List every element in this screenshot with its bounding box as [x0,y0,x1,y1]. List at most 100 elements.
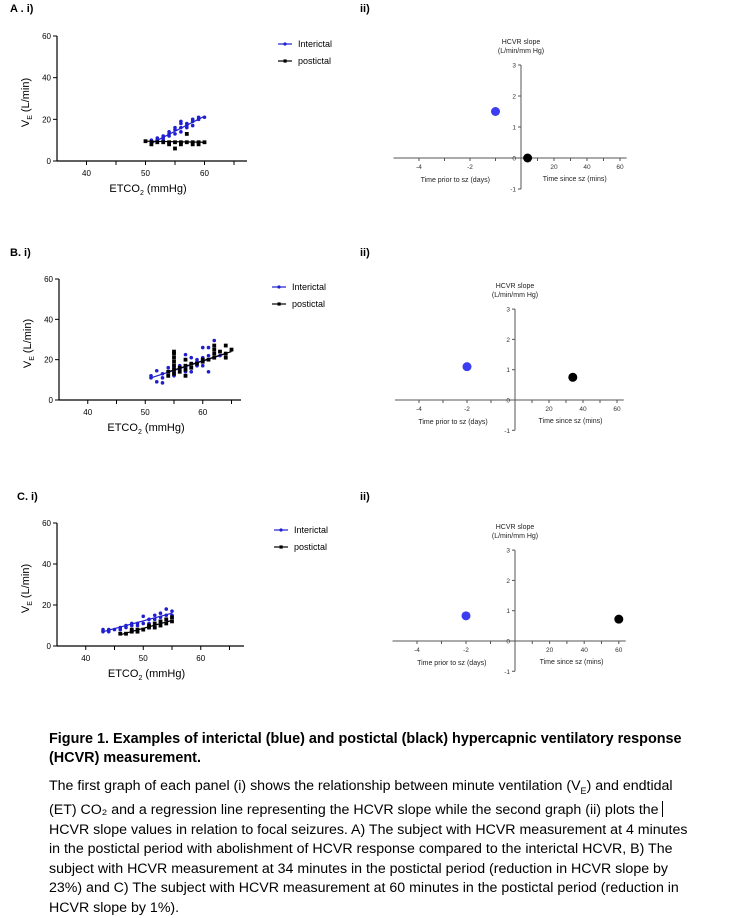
chart-title-unit: (L/min/mm Hg) [492,292,538,299]
postictal-point [190,140,195,145]
interictal-point [190,123,195,128]
postictal-point [172,351,176,356]
interictal-point [124,623,128,628]
caption-title: Figure 1. Examples of interictal (blue) … [49,730,729,768]
x-tick-label: 50 [139,654,148,663]
x-axis-label: ETCO2 (mmHg) [109,183,186,197]
postictal-point [172,349,176,354]
chart-title: HCVR slope [496,283,535,290]
interictal-point [154,368,159,373]
legend-marker-postictal [279,545,283,549]
postictal-point [155,140,160,145]
interictal-point [158,611,163,615]
interictal-point [160,381,165,385]
x-tick-label-mins: 40 [583,164,591,171]
postictal-point [212,351,217,356]
interictal-point [106,627,111,632]
postictal-point [184,132,189,136]
interictal-point [183,352,188,357]
x-tick-label-mins: 20 [545,406,553,413]
interictal-point [190,117,195,122]
x-tick-label: 60 [198,408,207,417]
x-axis-label-days: Time prior to sz (days) [418,419,487,426]
caption-line: HCVR slope values in relation to focal s… [49,821,688,838]
postictal-point [183,357,188,362]
panel-a-i-label: A . i) [10,3,34,15]
chart-title-unit: (L/min/mm Hg) [492,533,538,540]
postictal-point [183,373,188,378]
panel-c-i-label: C. i) [17,491,38,503]
x-tick-label-mins: 20 [546,647,554,654]
postictal-point [196,140,201,145]
caption-text: The first graph of each panel (i) shows … [49,778,581,794]
interictal-point [158,615,163,620]
x-tick-label-days: -4 [416,164,422,171]
postictal-point [124,631,128,636]
postictal-point [212,355,217,360]
x-tick-label: 40 [82,169,91,178]
x-tick-label-mins: 60 [613,406,621,413]
caption-title-line: (HCVR) measurement. [49,750,201,766]
postictal-point [190,142,195,147]
postictal-point [195,361,199,366]
interictal-point [154,380,159,384]
y-tick-label: 40 [42,560,51,569]
postictal-point [166,373,171,378]
postictal-point [172,355,176,360]
interictal-point [101,629,105,634]
x-tick-label-days: -2 [463,647,469,654]
x-axis-label-mins: Time since sz (mins) [539,418,603,425]
legend-label-interictal: Interictal [298,39,332,49]
interictal-point [206,345,211,350]
legend-label-postictal: postictal [298,56,331,66]
postictal-point [172,359,176,364]
postictal-point [149,142,154,147]
caption-line: in the postictal period with abolishment… [49,841,673,858]
chart-title-unit: (L/min/mm Hg) [498,48,544,55]
interictal-point [149,374,153,378]
x-tick-label-mins: 20 [550,164,558,171]
interictal-point [212,338,217,343]
interictal-point [141,614,146,619]
postictal-point [147,625,151,630]
postictal-point [141,627,146,632]
interictal-point [166,365,171,370]
legend-marker-postictal [277,302,281,306]
y-tick-label: 2 [506,578,510,585]
x-tick-label-mins: 60 [615,647,623,654]
x-tick-label-days: -2 [464,406,470,413]
y-tick-label: -1 [504,428,510,435]
caption-line: HCVR slope by 1%). [49,899,180,916]
postictal-point [223,351,228,356]
postictal-point [212,347,217,352]
interictal-point [206,369,211,374]
y-tick-label: 2 [512,94,516,101]
postictal-point [172,367,176,372]
postictal-point [183,363,188,368]
y-tick-label: 20 [44,356,53,365]
y-tick-label: 1 [512,125,516,132]
y-tick-label: 40 [44,315,53,324]
y-tick-label: -1 [504,669,510,676]
postictal-point [164,621,169,626]
y-axis-label: VE (L/min) [20,564,34,613]
postictal-point [147,623,151,628]
postictal-point [229,347,234,352]
x-axis-label: ETCO2 (mmHg) [108,668,185,682]
x-tick-label-mins: 40 [581,647,589,654]
postictal-point [158,619,163,624]
interictal-point [196,115,201,120]
y-axis-label: VE (L/min) [20,78,34,127]
interictal-point [152,617,157,622]
y-tick-label: 2 [506,337,510,344]
postictal-point [135,629,140,634]
postictal-point [177,369,182,374]
interictal-point [195,357,199,362]
postictal-point [177,365,182,370]
interictal-point [179,130,183,134]
interictal-point [160,371,165,376]
postictal-point [172,371,176,376]
postictal-point [167,142,171,147]
y-tick-label: 0 [512,156,516,163]
y-tick-label: 60 [44,275,53,284]
